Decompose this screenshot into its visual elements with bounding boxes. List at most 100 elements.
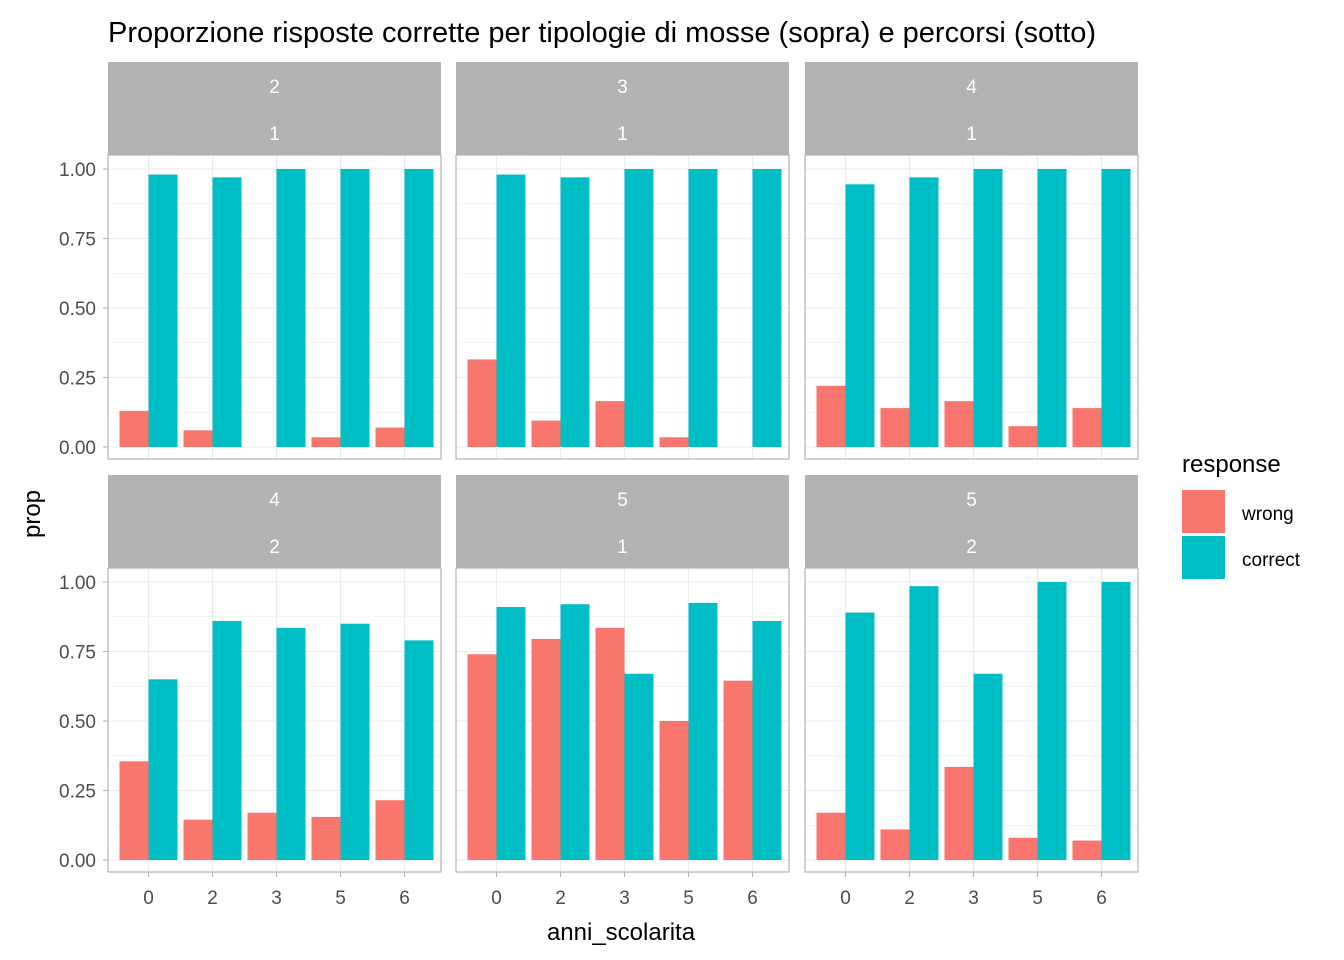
y-tick-label: 0.50 xyxy=(59,299,96,320)
bar-wrong-3 xyxy=(595,627,625,860)
bar-wrong-6 xyxy=(1072,408,1102,447)
bar-correct-2 xyxy=(909,177,939,447)
bar-correct-6 xyxy=(1101,582,1131,860)
bar-wrong-5 xyxy=(1008,426,1038,447)
bar-wrong-0 xyxy=(467,654,497,860)
facet-strip-label-bottom: 1 xyxy=(269,124,280,145)
facet-strip-label-bottom: 1 xyxy=(617,537,628,558)
facet-strip-label-bottom: 2 xyxy=(269,537,280,558)
facet-strip-label-top: 3 xyxy=(617,77,628,98)
legend: response wrong correct xyxy=(1182,451,1301,579)
bar-wrong-5 xyxy=(311,437,341,447)
bar-wrong-5 xyxy=(659,721,689,860)
facet-strip-label-bottom: 1 xyxy=(617,124,628,145)
bar-wrong-3 xyxy=(944,766,974,860)
bar-wrong-2 xyxy=(880,408,910,447)
bar-correct-2 xyxy=(560,604,590,860)
bar-correct-5 xyxy=(1037,169,1067,447)
bar-wrong-5 xyxy=(659,437,689,447)
bar-correct-0 xyxy=(148,174,178,447)
bar-correct-2 xyxy=(212,177,242,447)
bar-correct-6 xyxy=(752,169,782,447)
bar-wrong-2 xyxy=(880,829,910,860)
bar-wrong-2 xyxy=(531,420,561,447)
bar-correct-6 xyxy=(404,640,434,860)
panel-border xyxy=(107,154,442,460)
bar-wrong-5 xyxy=(1008,837,1038,860)
bar-correct-5 xyxy=(340,623,370,860)
facet-strip xyxy=(805,62,1138,155)
facet-strip xyxy=(456,475,789,568)
bar-wrong-5 xyxy=(311,816,341,860)
y-tick-label: 0.00 xyxy=(59,851,96,872)
panel-border xyxy=(455,154,790,460)
legend-key-correct xyxy=(1182,536,1225,579)
y-tick-label: 1.00 xyxy=(59,573,96,594)
bar-correct-2 xyxy=(909,586,939,860)
facet-strip-label-top: 4 xyxy=(966,77,977,98)
bar-wrong-2 xyxy=(183,819,213,860)
facet-strip xyxy=(805,475,1138,568)
panel-6: 5 2 0 2 3 5 6 xyxy=(804,475,1139,909)
panel-border xyxy=(107,567,442,873)
x-tick-label: 2 xyxy=(904,888,915,909)
bar-correct-0 xyxy=(148,679,178,860)
bar-correct-3 xyxy=(624,169,654,447)
x-tick-label: 6 xyxy=(399,888,410,909)
panel-border xyxy=(804,154,1139,460)
x-tick-label: 2 xyxy=(555,888,566,909)
facet-strip-label-top: 5 xyxy=(617,490,628,511)
panel-5: 5 1 0 2 3 5 6 xyxy=(455,475,790,909)
panel-border xyxy=(455,567,790,873)
panel-1: 2 1 0.00 0.25 0.50 0.75 1.00 xyxy=(59,62,442,460)
bar-correct-5 xyxy=(688,602,718,860)
bar-wrong-0 xyxy=(467,359,497,447)
facet-strip xyxy=(456,62,789,155)
facet-strip-label-top: 4 xyxy=(269,490,280,511)
bar-correct-6 xyxy=(752,620,782,860)
facet-strip-label-bottom: 2 xyxy=(966,537,977,558)
bar-wrong-3 xyxy=(247,812,277,860)
x-tick-label: 3 xyxy=(271,888,282,909)
bar-wrong-6 xyxy=(1072,840,1102,860)
panel-4: 4 2 0.00 0.25 0.50 0.75 1.00 0 2 3 5 6 xyxy=(59,475,442,909)
bar-correct-3 xyxy=(973,673,1003,860)
bar-correct-5 xyxy=(1037,582,1067,860)
bar-wrong-6 xyxy=(723,680,753,860)
panel-2: 31 xyxy=(455,62,790,460)
panel-border xyxy=(804,567,1139,873)
facet-strip xyxy=(108,475,441,568)
bar-wrong-6 xyxy=(375,427,405,447)
bar-correct-0 xyxy=(496,607,526,860)
x-tick-label: 5 xyxy=(335,888,346,909)
bar-wrong-2 xyxy=(531,638,561,860)
bar-correct-2 xyxy=(560,177,590,447)
bar-correct-0 xyxy=(845,612,875,860)
x-tick-label: 0 xyxy=(840,888,851,909)
bar-wrong-0 xyxy=(816,812,846,860)
x-tick-label: 6 xyxy=(747,888,758,909)
panels: 210.000.250.500.751.003141420.000.250.50… xyxy=(59,62,1139,909)
bar-wrong-0 xyxy=(119,761,149,860)
y-tick-label: 0.00 xyxy=(59,438,96,459)
bar-correct-6 xyxy=(1101,169,1131,447)
bar-wrong-6 xyxy=(375,800,405,860)
bar-wrong-0 xyxy=(119,410,149,447)
x-axis-title: anni_scolarita xyxy=(547,919,696,946)
facet-strip-label-top: 2 xyxy=(269,77,280,98)
bar-correct-6 xyxy=(404,169,434,447)
legend-title: response xyxy=(1182,451,1281,478)
facet-strip-label-bottom: 1 xyxy=(966,124,977,145)
bar-correct-3 xyxy=(276,169,306,447)
bar-wrong-3 xyxy=(595,401,625,447)
bar-wrong-3 xyxy=(944,401,974,447)
y-tick-label: 0.25 xyxy=(59,369,96,390)
y-tick-label: 0.75 xyxy=(59,643,96,664)
legend-label-correct: correct xyxy=(1242,550,1301,571)
chart-title: Proporzione risposte corrette per tipolo… xyxy=(108,17,1096,49)
y-tick-label: 0.25 xyxy=(59,782,96,803)
y-tick-label: 1.00 xyxy=(59,160,96,181)
bar-correct-5 xyxy=(340,169,370,447)
x-tick-label: 2 xyxy=(207,888,218,909)
